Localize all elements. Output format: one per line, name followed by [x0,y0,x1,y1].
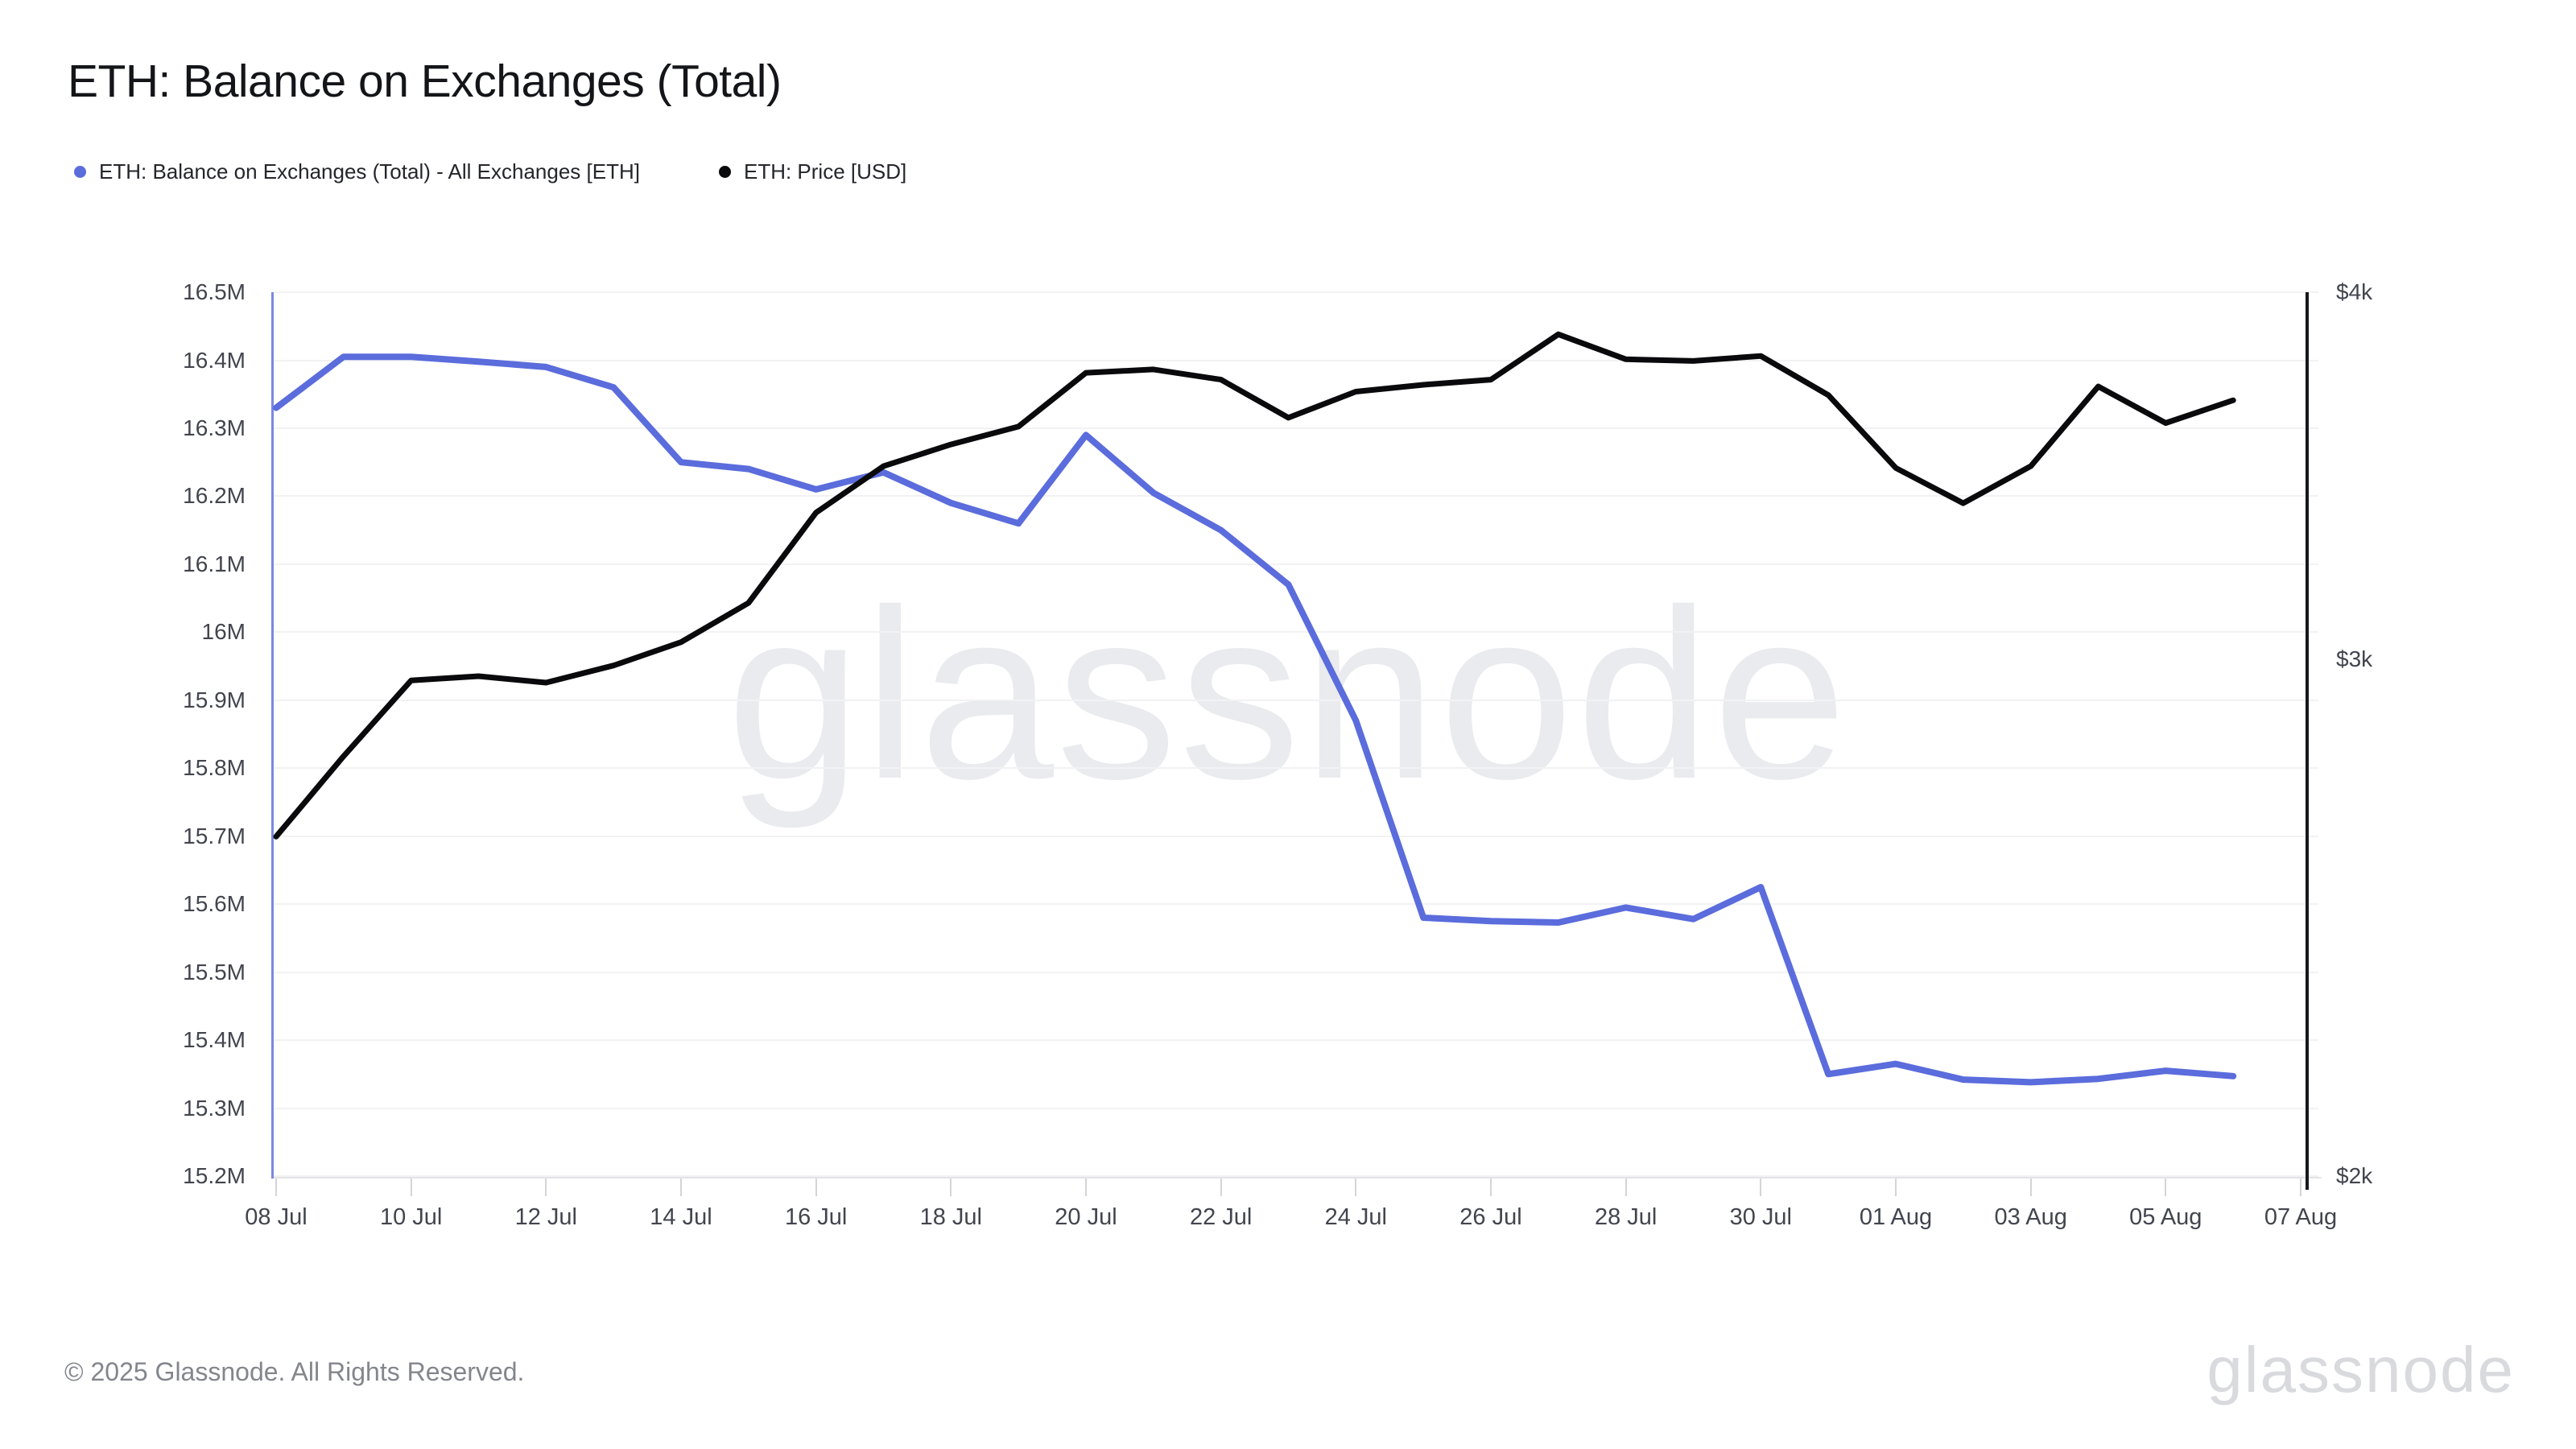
x-axis-label: 03 Aug [1994,1204,2067,1230]
glassnode-watermark: glassnode [726,559,1850,829]
x-axis-tick [2165,1179,2167,1196]
x-axis-label: 26 Jul [1459,1204,1522,1230]
x-axis-tick [1490,1179,1492,1196]
gridline [272,291,2318,293]
y-axis-label-right: $3k [2336,646,2373,671]
legend-label-balance: ETH: Balance on Exchanges (Total) - All … [99,159,640,184]
gridline [272,903,2318,906]
y-axis-label-right: $4k [2336,279,2373,304]
x-axis-label: 22 Jul [1189,1204,1253,1230]
x-axis-tick [1220,1179,1222,1196]
gridline [272,1107,2318,1109]
x-axis-label: 14 Jul [650,1204,712,1230]
x-axis-label: 30 Jul [1729,1204,1792,1230]
legend-item-balance[interactable]: ETH: Balance on Exchanges (Total) - All … [74,159,640,184]
gridline [272,1039,2318,1042]
x-axis-label: 18 Jul [919,1204,982,1230]
gridline [272,495,2318,497]
x-axis-tick [950,1179,952,1196]
x-axis-tick [680,1179,682,1196]
x-axis-label: 12 Jul [514,1204,577,1230]
x-axis-tick [815,1179,817,1196]
legend-dot-price-icon [718,166,731,178]
x-axis-tick [1624,1179,1627,1196]
x-axis-tick [1355,1179,1357,1196]
y-axis-label-right: $2k [2336,1163,2373,1188]
x-axis-label: 10 Jul [379,1204,443,1230]
legend: ETH: Balance on Exchanges (Total) - All … [74,159,906,184]
gridline [272,835,2318,837]
glassnode-logo: glassnode [2207,1334,2515,1406]
y-axis-label-left: 16.5M [183,279,246,304]
x-axis-tick [1760,1179,1762,1196]
y-axis-label-left: 16.1M [183,551,246,576]
right-axis-spine [2306,292,2309,1190]
gridline [272,563,2318,565]
gridline [272,359,2318,361]
gridline [272,631,2318,634]
y-axis-label-left: 15.4M [183,1027,246,1053]
y-axis-label-left: 15.9M [183,687,246,712]
x-axis-tick [2300,1179,2301,1196]
x-axis-label: 24 Jul [1324,1204,1387,1230]
y-axis-label-left: 15.5M [183,959,246,985]
x-axis-tick [1085,1179,1087,1196]
gridline [272,427,2318,429]
copyright-text: © 2025 Glassnode. All Rights Reserved. [64,1357,525,1386]
x-axis-label: 08 Jul [245,1204,308,1230]
y-axis-label-left: 15.3M [183,1095,246,1121]
legend-dot-balance-icon [74,166,86,178]
x-axis-label: 01 Aug [1859,1204,1933,1230]
gridline [272,699,2318,701]
x-axis-label: 28 Jul [1594,1204,1657,1230]
y-axis-label-left: 16M [201,619,246,645]
x-axis-tick [410,1179,412,1196]
y-axis-label-left: 16.2M [183,483,246,509]
price-line [273,331,2236,840]
x-axis-label: 16 Jul [784,1204,848,1230]
page-title: ETH: Balance on Exchanges (Total) [68,56,782,107]
x-axis-line [272,1177,2322,1179]
legend-item-price[interactable]: ETH: Price [USD] [718,159,907,184]
x-axis-tick [2029,1179,2032,1196]
gridline [272,971,2318,973]
legend-label-price: ETH: Price [USD] [743,159,907,184]
y-axis-label-left: 15.6M [183,891,246,917]
x-axis-label: 05 Aug [2129,1204,2202,1230]
x-axis-tick [545,1179,547,1196]
left-axis-spine [271,292,274,1179]
y-axis-label-left: 16.4M [183,347,246,373]
x-axis-label: 07 Aug [2264,1204,2338,1230]
y-axis-label-left: 15.7M [183,823,246,848]
balance-line [273,353,2237,1086]
y-axis-label-left: 15.2M [183,1163,246,1188]
x-axis-tick [1895,1179,1897,1196]
gridline [272,767,2318,770]
y-axis-label-left: 16.3M [183,415,246,440]
x-axis-label: 20 Jul [1055,1204,1117,1230]
y-axis-label-left: 15.8M [183,755,246,781]
x-axis-tick [275,1179,277,1196]
gridline [272,1175,2318,1177]
